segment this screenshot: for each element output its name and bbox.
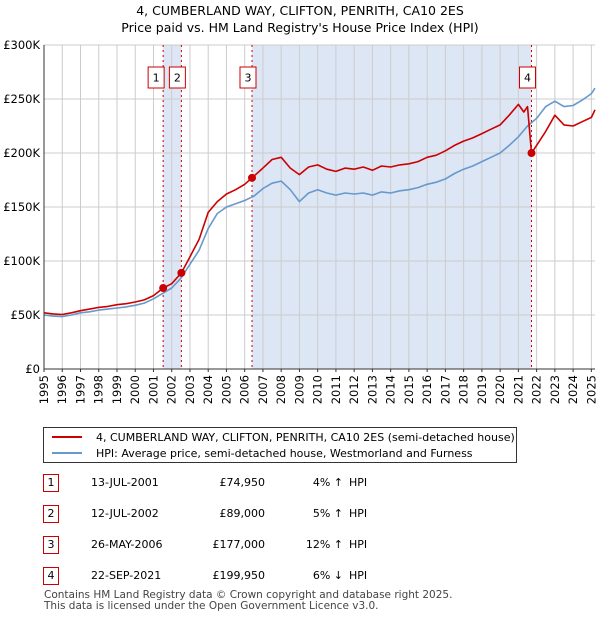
y-tick-label: £200K	[3, 146, 40, 160]
transaction-price: £199,950	[212, 569, 266, 582]
chart-title-line1: 4, CUMBERLAND WAY, CLIFTON, PENRITH, CA1…	[136, 3, 464, 18]
transaction-label-2: 2	[174, 72, 181, 85]
transaction-label-box-4	[519, 66, 537, 89]
x-tick-label: 2005	[219, 375, 233, 404]
series-line-property	[43, 103, 596, 316]
legend-swatch-hpi	[52, 452, 82, 454]
transaction-label-1: 1	[153, 72, 160, 85]
x-tick-label: 2006	[238, 375, 252, 404]
x-tick-label: 2010	[311, 375, 325, 404]
x-tick-label: 2014	[384, 375, 398, 404]
table-row: 3 26-MAY-2006 £177,000 12% ↑ HPI	[43, 536, 443, 554]
series-line-hpi	[43, 87, 596, 318]
x-tick-label: 2009	[292, 375, 306, 404]
x-tick-label: 2019	[475, 375, 489, 404]
x-tick-label: 2012	[347, 375, 361, 404]
y-tick-label: £150K	[3, 200, 40, 214]
x-tick-label: 1995	[37, 375, 51, 404]
x-tick-label: 2007	[256, 375, 270, 404]
x-tick-label: 2025	[584, 375, 598, 404]
transaction-hpi-label: HPI	[349, 538, 368, 551]
transaction-hpi-diff: 4% ↑	[312, 476, 343, 489]
x-tick-label: 2004	[201, 375, 215, 404]
y-tick-label: £300K	[3, 38, 40, 52]
chart-title-line2: Price paid vs. HM Land Registry's House …	[121, 20, 479, 35]
transaction-date: 22-SEP-2021	[91, 569, 162, 582]
y-tick-label: £250K	[3, 92, 40, 106]
x-tick-label: 2016	[420, 375, 434, 404]
transaction-date: 26-MAY-2006	[91, 538, 163, 551]
footer-licence: This data is licensed under the Open Gov…	[44, 600, 379, 612]
transaction-date: 12-JUL-2002	[91, 507, 159, 520]
transaction-hpi-label: HPI	[349, 476, 368, 489]
transaction-marker-3	[247, 173, 256, 182]
x-tick-label: 2003	[183, 375, 197, 404]
transaction-marker-4	[527, 149, 536, 158]
transaction-price: £74,950	[219, 476, 266, 489]
transaction-hpi-label: HPI	[349, 507, 368, 520]
transaction-number: 3	[43, 536, 59, 554]
x-tick-label: 2001	[146, 375, 160, 404]
y-tick-label: £50K	[11, 308, 41, 322]
x-tick-label: 2023	[548, 375, 562, 404]
transaction-number: 4	[43, 567, 59, 585]
x-tick-label: 2018	[457, 375, 471, 404]
transaction-hpi-diff: 12% ↑	[305, 538, 343, 551]
x-tick-label: 1997	[73, 375, 87, 404]
transaction-date: 13-JUL-2001	[91, 476, 159, 489]
chart-title: 4, CUMBERLAND WAY, CLIFTON, PENRITH, CA1…	[0, 2, 600, 36]
x-tick-label: 2020	[493, 375, 507, 404]
x-tick-label: 2002	[165, 375, 179, 404]
x-tick-label: 2000	[128, 375, 142, 404]
x-tick-label: 2017	[438, 375, 452, 404]
table-row: 4 22-SEP-2021 £199,950 6% ↓ HPI	[43, 567, 443, 585]
transaction-number: 2	[43, 505, 59, 523]
x-tick-label: 2015	[402, 375, 416, 404]
x-tick-label: 2011	[329, 375, 343, 404]
footer: Contains HM Land Registry data © Crown c…	[44, 590, 452, 612]
transaction-label-box-1	[147, 66, 165, 89]
legend-swatch-property	[52, 436, 82, 438]
x-tick-label: 1999	[110, 375, 124, 404]
transaction-hpi-diff: 5% ↑	[312, 507, 343, 520]
x-tick-label: 2008	[274, 375, 288, 404]
transaction-price: £89,000	[219, 507, 266, 520]
legend-item-property: 4, CUMBERLAND WAY, CLIFTON, PENRITH, CA1…	[52, 429, 515, 445]
x-tick-label: 1998	[92, 375, 106, 404]
table-row: 2 12-JUL-2002 £89,000 5% ↑ HPI	[43, 505, 443, 523]
footer-copyright: Contains HM Land Registry data © Crown c…	[44, 589, 453, 601]
transaction-hpi-label: HPI	[349, 569, 368, 582]
transaction-marker-1	[159, 284, 168, 293]
legend-label-hpi: HPI: Average price, semi-detached house,…	[96, 446, 473, 460]
y-tick-label: £100K	[3, 254, 40, 268]
transaction-marker-2	[177, 268, 186, 277]
chart-legend: 4, CUMBERLAND WAY, CLIFTON, PENRITH, CA1…	[43, 427, 517, 463]
x-tick-label: 2013	[365, 375, 379, 404]
table-row: 1 13-JUL-2001 £74,950 4% ↑ HPI	[43, 474, 443, 492]
price-chart: 1 2 3 4 £0 £50K £100K £150K £200K £250K £300K 1995 1…	[3, 38, 598, 404]
transaction-price: £177,000	[212, 538, 266, 551]
transaction-hpi-diff: 6% ↓	[312, 569, 343, 582]
x-tick-label: 2024	[566, 375, 580, 404]
transaction-label-box-2	[168, 66, 186, 89]
x-tick-label: 2021	[511, 375, 525, 404]
x-tick-label: 1996	[55, 375, 69, 404]
transaction-label-4: 4	[524, 72, 531, 85]
legend-item-hpi: HPI: Average price, semi-detached house,…	[52, 445, 473, 461]
y-tick-label: £0	[25, 362, 40, 376]
transaction-label-3: 3	[244, 72, 251, 85]
legend-label-property: 4, CUMBERLAND WAY, CLIFTON, PENRITH, CA1…	[96, 430, 515, 444]
transaction-number: 1	[43, 474, 59, 492]
transaction-label-box-3	[239, 66, 257, 89]
x-tick-label: 2022	[530, 375, 544, 404]
